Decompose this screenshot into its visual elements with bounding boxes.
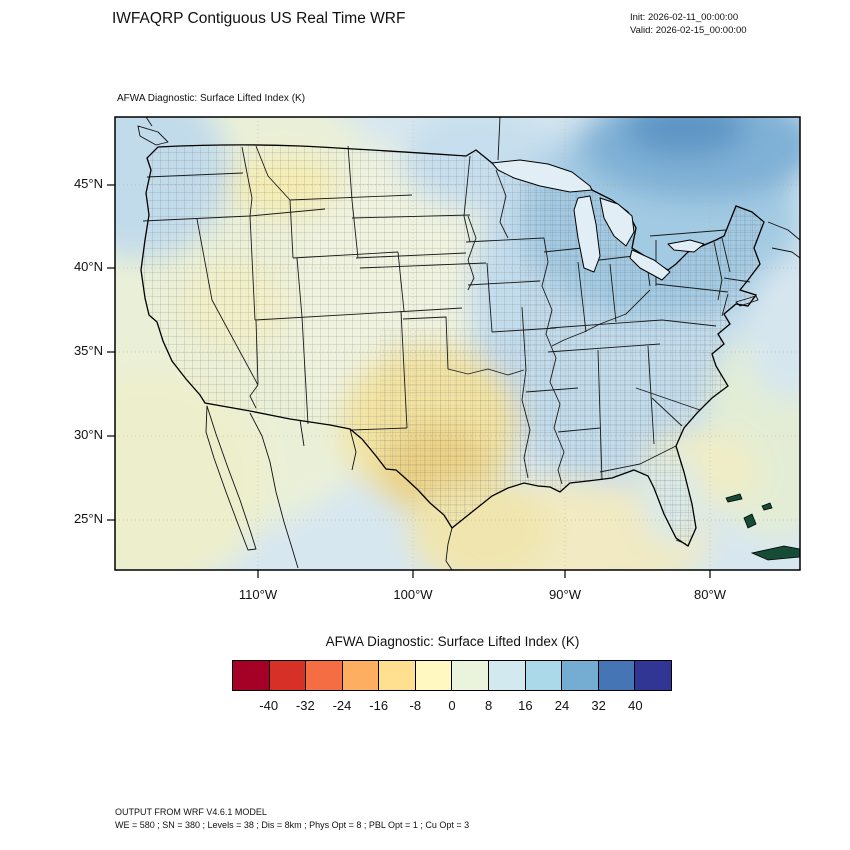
colorbar-tick-label: -40 [259, 698, 279, 713]
map-frame [114, 116, 801, 571]
colorbar-segment [489, 661, 526, 690]
colorbar-segments [232, 660, 672, 691]
lon-label-80w: 80°W [694, 587, 726, 602]
colorbar-tick-label: -32 [295, 698, 315, 713]
colorbar-segment [562, 661, 599, 690]
colorbar-segment [415, 661, 453, 690]
colorbar-tick-label: 0 [448, 698, 456, 713]
colorbar-tick-label: -8 [409, 698, 422, 713]
colorbar-segment [379, 661, 416, 690]
lat-label-30n: 30°N [73, 427, 103, 442]
lon-label-90w: 90°W [549, 587, 581, 602]
colorbar-tick-label: -16 [369, 698, 389, 713]
colorbar-segment [452, 661, 490, 690]
colorbar-segment [635, 661, 671, 690]
valid-time: Valid: 2026-02-15_00:00:00 [630, 25, 747, 36]
lon-label-110w: 110°W [238, 587, 278, 602]
state-boundaries [142, 145, 751, 485]
axis-ticks [107, 184, 711, 578]
colorbar-segment [269, 661, 307, 690]
page-title: IWFAQRP Contiguous US Real Time WRF [112, 10, 406, 27]
colorbar-tick-label: 40 [628, 698, 643, 713]
lat-label-35n: 35°N [73, 343, 103, 358]
colorbar-tick-label: 8 [485, 698, 493, 713]
great-lakes [491, 159, 705, 281]
lon-label-100w: 100°W [393, 587, 433, 602]
colorbar-segment [598, 661, 636, 690]
colorbar-segment [342, 661, 380, 690]
colorbar-tick-label: 32 [591, 698, 606, 713]
colorbar-ticks: -40 -32 -24 -16 -8 0 8 16 24 32 40 [232, 698, 672, 714]
map-subtitle: AFWA Diagnostic: Surface Lifted Index (K… [117, 93, 306, 104]
init-time: Init: 2026-02-11_00:00:00 [630, 12, 739, 23]
colorbar-tick-label: 16 [518, 698, 533, 713]
lat-label-25n: 25°N [73, 511, 103, 526]
colorbar-segment [525, 661, 563, 690]
colorbar-segment [306, 661, 343, 690]
colorbar-title: AFWA Diagnostic: Surface Lifted Index (K… [325, 634, 580, 649]
footer-config-line: WE = 580 ; SN = 380 ; Levels = 38 ; Dis … [115, 820, 470, 830]
lat-label-45n: 45°N [73, 176, 103, 191]
island-shapes [725, 493, 800, 561]
lat-label-40n: 40°N [73, 259, 103, 274]
colorbar-tick-label: -24 [332, 698, 352, 713]
colorbar-segment [233, 661, 270, 690]
footer-model-line: OUTPUT FROM WRF V4.6.1 MODEL [115, 807, 267, 817]
colorbar-tick-label: 24 [554, 698, 570, 713]
